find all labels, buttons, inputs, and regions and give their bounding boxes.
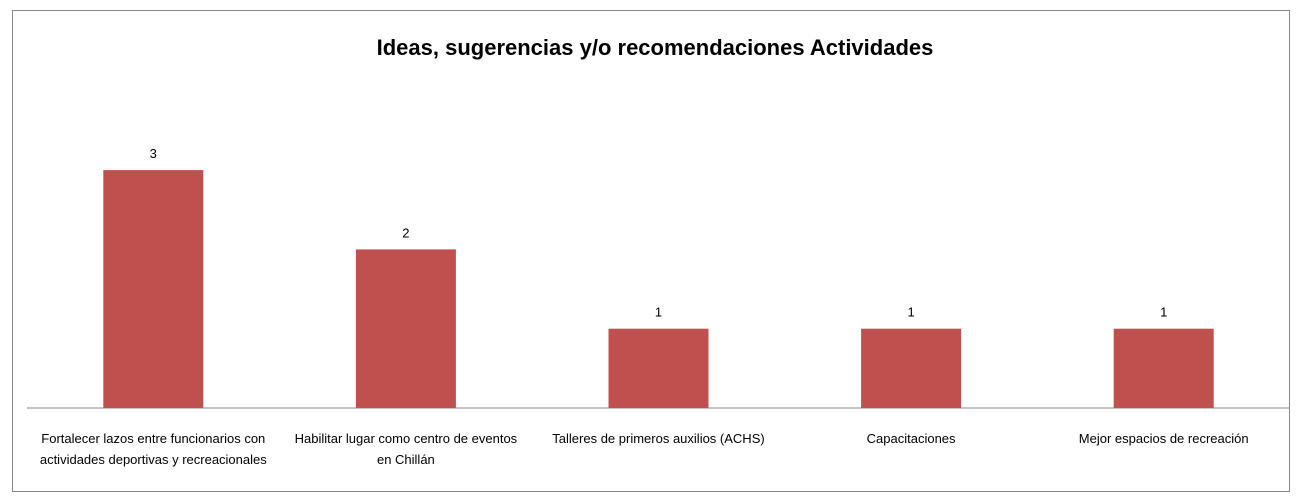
data-label: 1 [907, 305, 914, 320]
bar [103, 170, 204, 408]
x-tick-label: Mejor espacios de recreación [1078, 431, 1249, 446]
data-label: 1 [655, 305, 662, 320]
chart-frame [12, 10, 1290, 492]
chart-title: Ideas, sugerencias y/o recomendaciones A… [377, 35, 934, 60]
x-tick-label: Fortalecer lazos entre funcionarios con … [39, 431, 267, 467]
bar [355, 249, 456, 408]
bar [1113, 328, 1214, 408]
x-tick-label: Habilitar lugar como centro de eventos e… [294, 431, 518, 467]
x-tick-label: Talleres de primeros auxilios (ACHS) [552, 431, 765, 446]
bar [861, 328, 962, 408]
bar [608, 328, 709, 408]
x-tick-label: Capacitaciones [866, 431, 956, 446]
data-label: 3 [150, 146, 157, 161]
data-label: 2 [402, 225, 409, 240]
data-label: 1 [1160, 305, 1167, 320]
